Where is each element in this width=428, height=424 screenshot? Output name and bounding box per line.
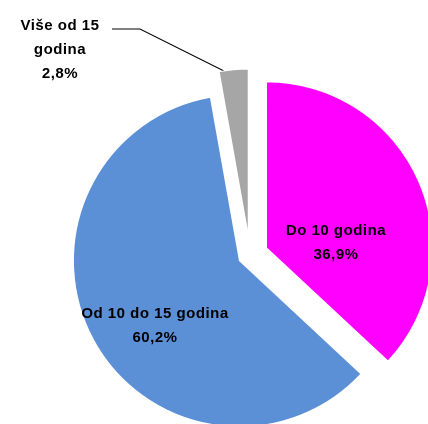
- slice-label: Do 10 godina 36,9%: [276, 219, 396, 267]
- pie-slice: [72, 96, 362, 424]
- leader-line: [112, 28, 235, 77]
- category-label: Više od 15 godina: [20, 17, 100, 58]
- value-label: 36,9%: [313, 246, 359, 263]
- pie-slice: [218, 68, 249, 236]
- category-label: Do 10 godina: [285, 222, 387, 239]
- pie-slice: [266, 81, 428, 362]
- value-label: 60,2%: [132, 329, 178, 346]
- category-label: Od 10 do 15 godina: [81, 305, 229, 322]
- slice-label: Od 10 do 15 godina 60,2%: [80, 302, 230, 350]
- value-label: 2,8%: [41, 65, 79, 82]
- slice-label: Više od 15 godina 2,8%: [5, 14, 115, 86]
